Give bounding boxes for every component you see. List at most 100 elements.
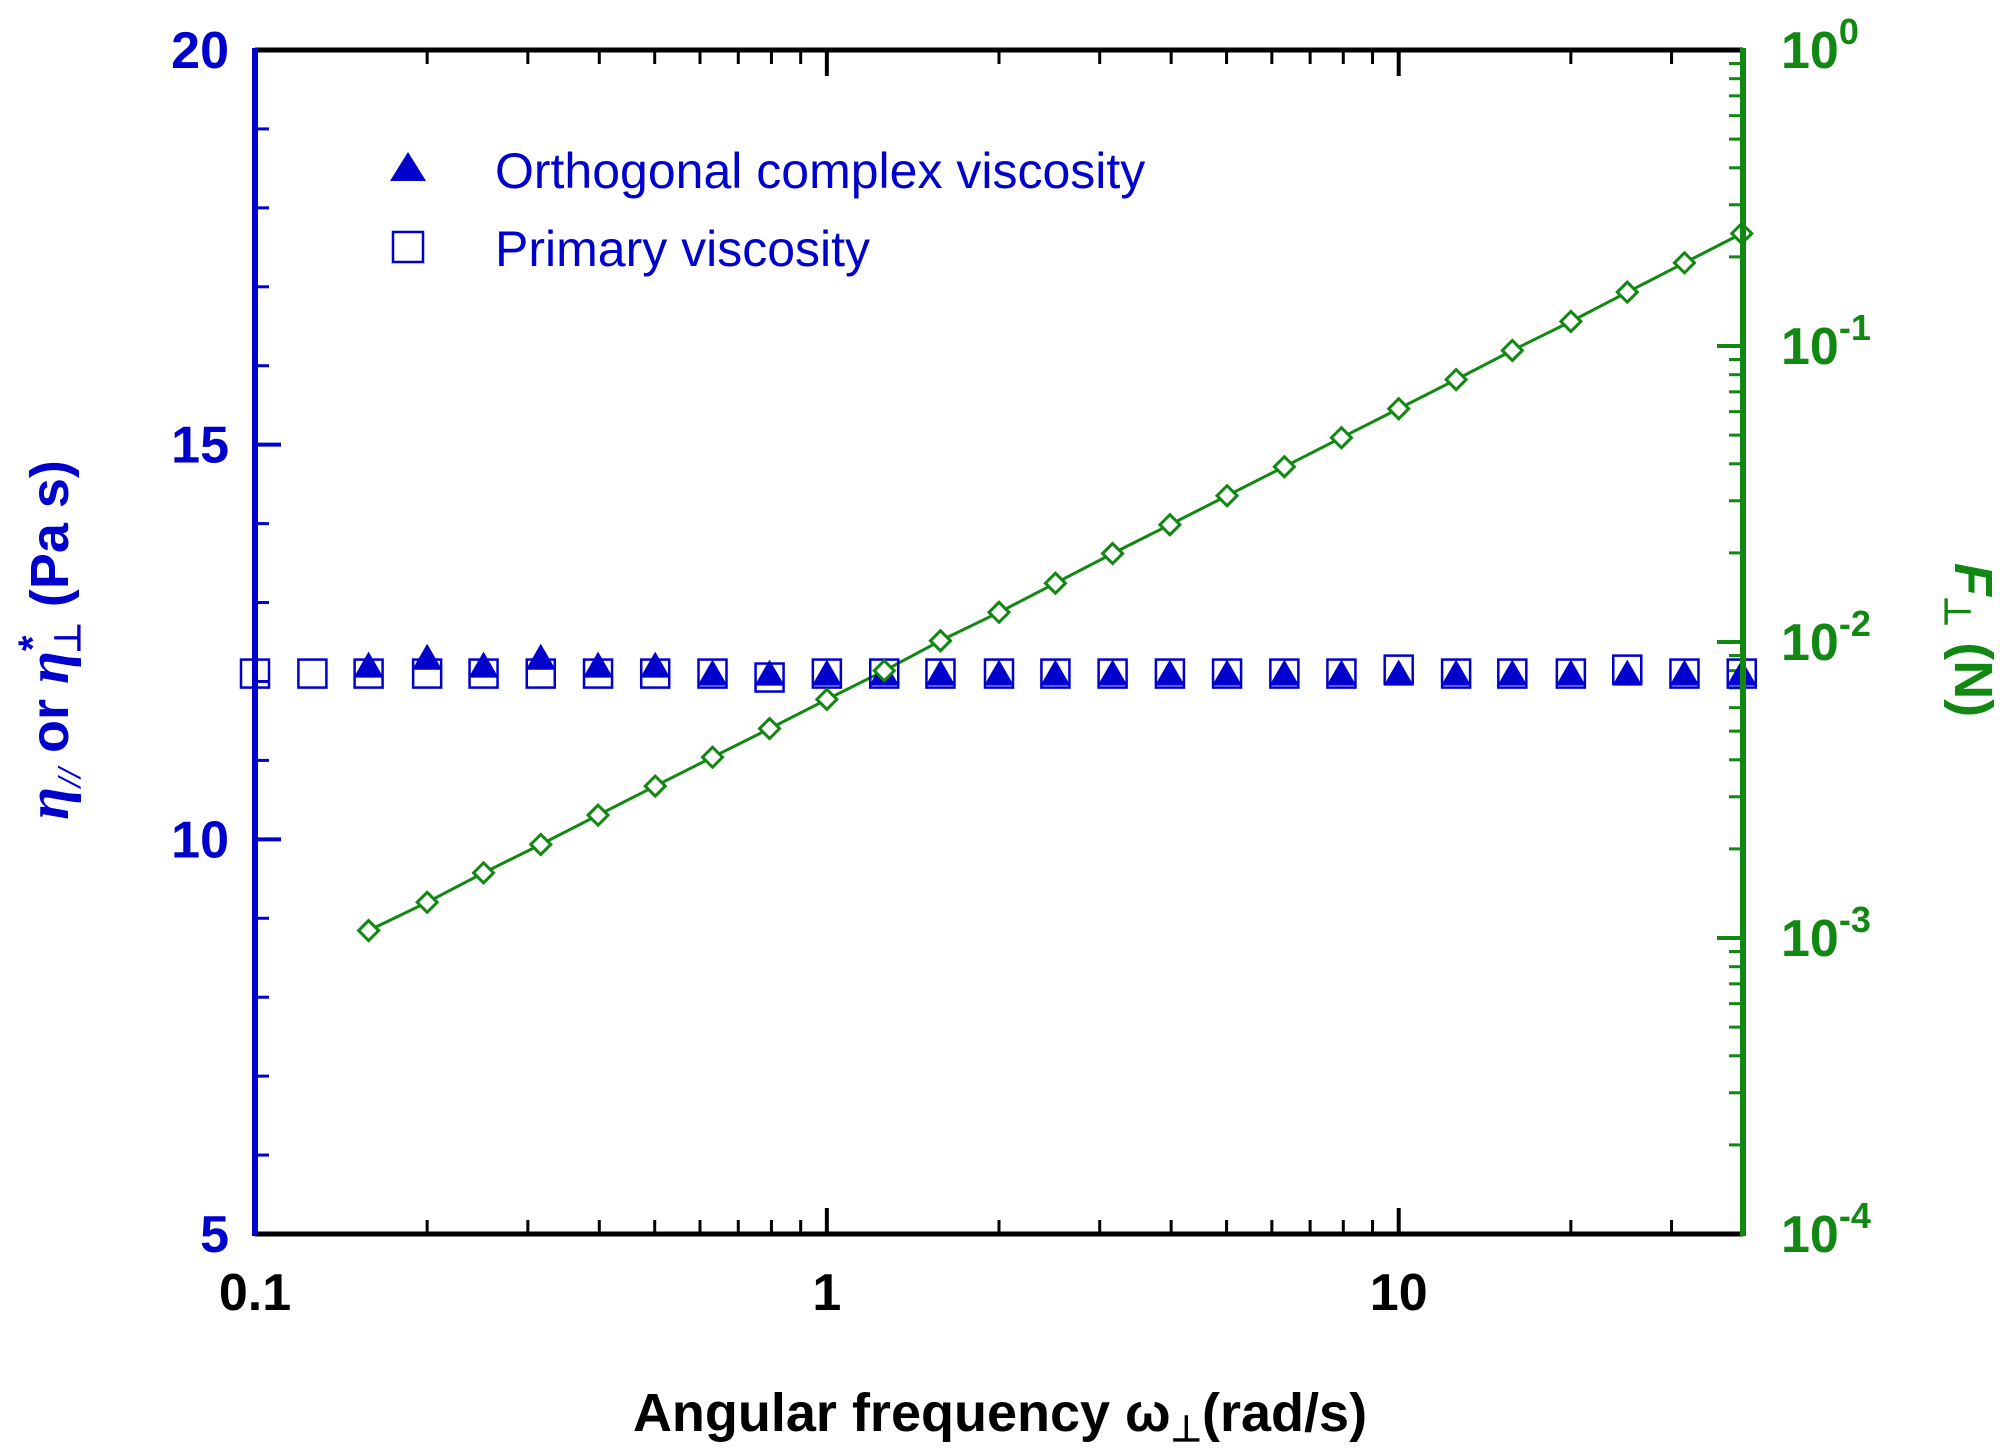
primary-viscosity-point	[582, 658, 614, 689]
legend: Orthogonal complex viscosity Primary vis…	[390, 143, 1145, 277]
y-right-tick-exp: -2	[1839, 603, 1871, 644]
orthogonal-viscosity-point	[754, 659, 785, 686]
primary-viscosity-point	[754, 662, 785, 693]
force-point	[585, 803, 611, 828]
primary-viscosity-point	[1497, 658, 1528, 689]
force-point	[1214, 483, 1240, 508]
y-right-tick-base: 10	[1781, 22, 1839, 80]
primary-viscosity-point	[639, 658, 671, 689]
y-left-tick-label: 5	[200, 1206, 229, 1264]
y-left-title-eta1: η	[15, 787, 81, 820]
force-point	[356, 918, 381, 943]
force-point	[1672, 250, 1697, 275]
orthogonal-viscosity-point	[1497, 659, 1528, 686]
legend-label-primary: Primary viscosity	[495, 221, 870, 277]
orthogonal-viscosity-point	[1441, 659, 1472, 686]
primary-viscosity-point	[1326, 658, 1357, 689]
orthogonal-viscosity-point	[468, 651, 499, 678]
orthogonal-viscosity-point	[1097, 659, 1128, 686]
y-right-axis-title: F⊥ (N)	[1937, 563, 2000, 717]
primary-viscosity-point	[1211, 658, 1243, 689]
y-right-tick-exp: -1	[1839, 307, 1871, 348]
primary-viscosity-point	[1383, 654, 1414, 685]
y-left-title-or: or	[20, 684, 80, 768]
primary-viscosity-point	[1612, 654, 1643, 685]
y-right-tick-base: 10	[1781, 1206, 1839, 1264]
y-right-title-unit: (N)	[1943, 627, 2000, 717]
primary-viscosity-point	[1669, 658, 1700, 689]
y-right-title-sub: ⊥	[1937, 596, 1978, 627]
force-point	[986, 600, 1012, 625]
x-axis-title-sub: ⊥	[1171, 1408, 1202, 1449]
y-right-title-f: F	[1943, 563, 2000, 598]
force-point	[1100, 541, 1125, 566]
force-point	[1272, 454, 1297, 479]
y-right-tick-exp: 0	[1839, 11, 1859, 52]
primary-viscosity-point	[697, 658, 728, 689]
force-point	[415, 890, 440, 915]
x-axis-title-main: Angular frequency ω	[633, 1383, 1171, 1443]
force-point	[1615, 280, 1640, 305]
legend-marker-triangle	[390, 152, 426, 181]
orthogonal-viscosity-point	[353, 651, 384, 678]
y-right-tick-label: 10-2	[1781, 603, 1871, 672]
y-left-tick-label: 15	[171, 417, 229, 475]
orthogonal-viscosity-point	[925, 659, 956, 686]
primary-viscosity-point	[353, 658, 384, 689]
primary-viscosity-point	[1040, 658, 1071, 689]
primary-viscosity-point	[1269, 658, 1300, 689]
orthogonal-viscosity-point	[1212, 659, 1243, 686]
primary-viscosity-point	[411, 658, 443, 689]
orthogonal-viscosity-point	[811, 659, 842, 686]
primary-viscosity-point	[983, 658, 1015, 689]
y-left-axis-title: η// or η*⊥ (Pa s)	[11, 460, 88, 820]
y-right-tick-label: 10-4	[1781, 1195, 1871, 1264]
y-right-tick-label: 100	[1781, 11, 1859, 80]
y-right-tick-exp: -4	[1839, 1195, 1871, 1236]
y-left-title-sup2: *	[11, 635, 55, 651]
primary-viscosity-point	[1555, 658, 1587, 689]
orthogonal-viscosity-point	[1612, 659, 1643, 686]
force-point	[1043, 571, 1068, 596]
orthogonal-viscosity-point	[1555, 659, 1586, 686]
y-right-tick-base: 10	[1781, 910, 1839, 968]
orthogonal-viscosity-point	[1269, 659, 1300, 686]
orthogonal-viscosity-point	[1040, 659, 1071, 686]
force-point	[872, 658, 897, 683]
force-point	[757, 716, 782, 741]
major-ticks	[253, 48, 1743, 1236]
y-right-tick-label: 10-1	[1781, 307, 1871, 376]
x-axis-title-unit: (rad/s)	[1202, 1383, 1367, 1443]
legend-marker-square	[391, 230, 425, 264]
y-left-tick-label: 10	[171, 811, 229, 869]
primary-viscosity-point	[297, 658, 328, 689]
primary-viscosity-point	[468, 658, 499, 689]
force-point	[814, 687, 839, 712]
orthogonal-viscosity-point	[1326, 659, 1357, 686]
primary-viscosity-point	[1154, 658, 1186, 689]
force-point	[1386, 396, 1411, 421]
legend-label-orthogonal: Orthogonal complex viscosity	[495, 143, 1145, 199]
orthogonal-viscosity-point	[525, 643, 556, 670]
x-tick-label: 10	[1370, 1264, 1428, 1322]
force-point	[700, 745, 725, 770]
force-point	[1157, 512, 1183, 537]
orthogonal-viscosity-point	[1154, 659, 1185, 686]
minor-ticks	[255, 50, 1745, 1234]
primary-viscosity-point	[525, 658, 556, 689]
orthogonal-viscosity-point	[583, 651, 614, 678]
x-axis-title: Angular frequency ω⊥(rad/s)	[633, 1383, 1367, 1449]
series-group	[239, 221, 1758, 943]
force-point	[471, 860, 496, 885]
y-right-tick-base: 10	[1781, 318, 1839, 376]
force-point	[1558, 309, 1583, 334]
y-left-tick-label: 20	[171, 22, 229, 80]
orthogonal-viscosity-point	[697, 659, 728, 686]
force-point	[928, 628, 953, 653]
x-tick-label: 1	[812, 1264, 841, 1322]
y-left-title-sub1: //	[51, 765, 88, 790]
y-right-tick-exp: -3	[1839, 899, 1871, 940]
primary-viscosity-point	[925, 658, 956, 689]
x-tick-label: 0.1	[219, 1264, 291, 1322]
